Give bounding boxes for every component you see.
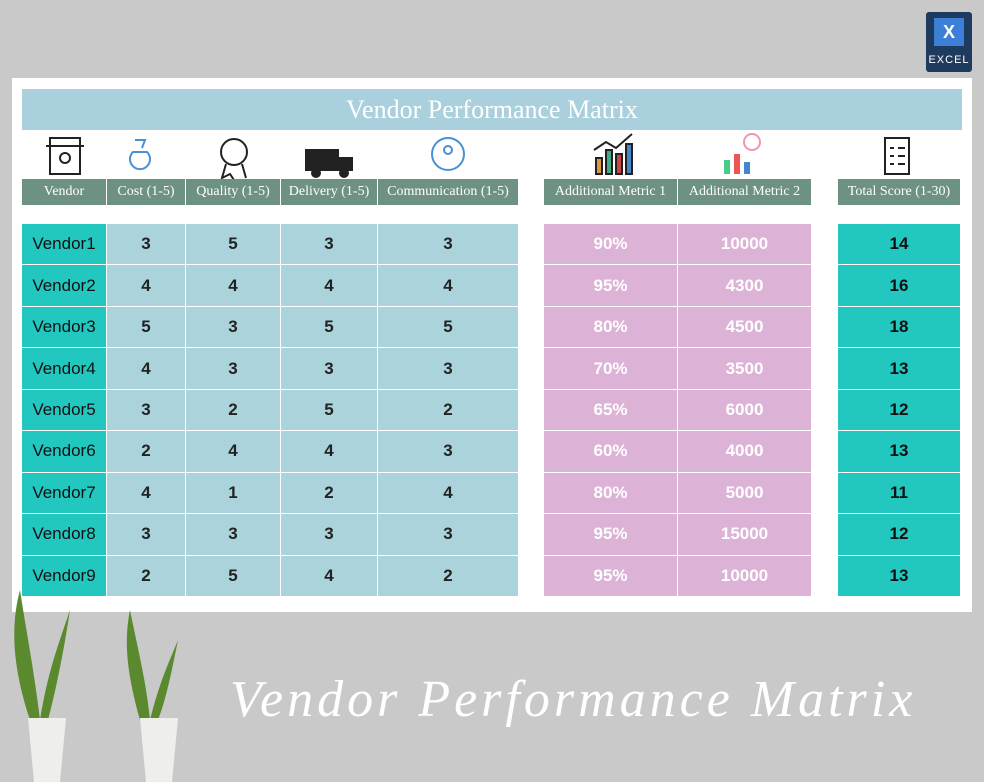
value-cell: 10000 (678, 224, 812, 266)
value-cell: 3 (107, 514, 186, 556)
value-cell: 3 (378, 431, 519, 473)
value-cell: 14 (838, 224, 961, 266)
value-cell: 3 (107, 389, 186, 432)
value-cell: 5 (186, 224, 281, 266)
value-cell: 4 (281, 431, 378, 473)
value-cell: 10000 (678, 555, 812, 597)
value-cell: 12 (838, 389, 961, 432)
value-cell: 16 (838, 265, 961, 307)
value-cell: 5 (281, 306, 378, 349)
value-cell: 5 (378, 306, 519, 349)
excel-badge: X EXCEL (926, 12, 972, 72)
badge-label: EXCEL (928, 54, 970, 66)
value-cell: 2 (378, 555, 519, 597)
vendor-cell: Vendor1 (22, 224, 107, 266)
value-cell: 5 (281, 389, 378, 432)
column-header: Quality (1-5) (186, 179, 281, 205)
value-cell: 2 (107, 555, 186, 597)
value-cell: 4 (281, 265, 378, 307)
footer-title: Vendor Performance Matrix (230, 671, 917, 728)
value-cell: 3 (281, 348, 378, 390)
vendor-cell: Vendor6 (22, 431, 107, 473)
column-header: Total Score (1-30) (838, 179, 961, 205)
value-cell: 3 (186, 348, 281, 390)
column-header: Additional Metric 1 (544, 179, 678, 205)
column-header: Additional Metric 2 (678, 179, 812, 205)
vendor-cell: Vendor7 (22, 472, 107, 515)
value-cell: 95% (544, 555, 678, 597)
value-cell: 3 (186, 306, 281, 349)
value-cell: 90% (544, 224, 678, 266)
value-cell: 1 (186, 472, 281, 515)
vendor-cell: Vendor2 (22, 265, 107, 307)
value-cell: 12 (838, 514, 961, 556)
value-cell: 6000 (678, 389, 812, 432)
value-cell: 60% (544, 431, 678, 473)
value-cell: 4 (281, 555, 378, 597)
value-cell: 5000 (678, 472, 812, 515)
value-cell: 4 (378, 472, 519, 515)
value-cell: 13 (838, 555, 961, 597)
value-cell: 3 (281, 514, 378, 556)
vendor-cell: Vendor3 (22, 306, 107, 349)
value-cell: 13 (838, 348, 961, 390)
value-cell: 2 (378, 389, 519, 432)
value-cell: 3 (281, 224, 378, 266)
vendor-cell: Vendor8 (22, 514, 107, 556)
value-cell: 80% (544, 472, 678, 515)
column-header: Vendor (22, 179, 107, 205)
value-cell: 95% (544, 514, 678, 556)
value-cell: 4500 (678, 306, 812, 349)
value-cell: 4300 (678, 265, 812, 307)
icons (46, 133, 910, 180)
value-cell: 4 (107, 348, 186, 390)
value-cell: 4 (186, 431, 281, 473)
value-cell: 4000 (678, 431, 812, 473)
column-header: Cost (1-5) (107, 179, 186, 205)
value-cell: 2 (186, 389, 281, 432)
value-cell: 65% (544, 389, 678, 432)
vendor-cell: Vendor9 (22, 555, 107, 597)
value-cell: 11 (838, 472, 961, 515)
value-cell: 3 (378, 348, 519, 390)
vendor-cell: Vendor5 (22, 389, 107, 432)
value-cell: 3500 (678, 348, 812, 390)
value-cell: 4 (107, 265, 186, 307)
column-header: Delivery (1-5) (281, 179, 378, 205)
value-cell: 95% (544, 265, 678, 307)
vendor-cell: Vendor4 (22, 348, 107, 390)
title-bar: Vendor Performance Matrix (22, 89, 962, 130)
value-cell: 4 (186, 265, 281, 307)
badge-letter: X (934, 18, 964, 46)
value-cell: 80% (544, 306, 678, 349)
value-cell: 70% (544, 348, 678, 390)
value-cell: 3 (107, 224, 186, 266)
value-cell: 2 (107, 431, 186, 473)
value-cell: 2 (281, 472, 378, 515)
value-cell: 15000 (678, 514, 812, 556)
value-cell: 5 (186, 555, 281, 597)
value-cell: 4 (378, 265, 519, 307)
value-cell: 3 (186, 514, 281, 556)
value-cell: 13 (838, 431, 961, 473)
value-cell: 3 (378, 224, 519, 266)
value-cell: 4 (107, 472, 186, 515)
plants (14, 590, 178, 782)
value-cell: 5 (107, 306, 186, 349)
value-cell: 3 (378, 514, 519, 556)
column-header: Communication (1-5) (378, 179, 519, 205)
value-cell: 18 (838, 306, 961, 349)
